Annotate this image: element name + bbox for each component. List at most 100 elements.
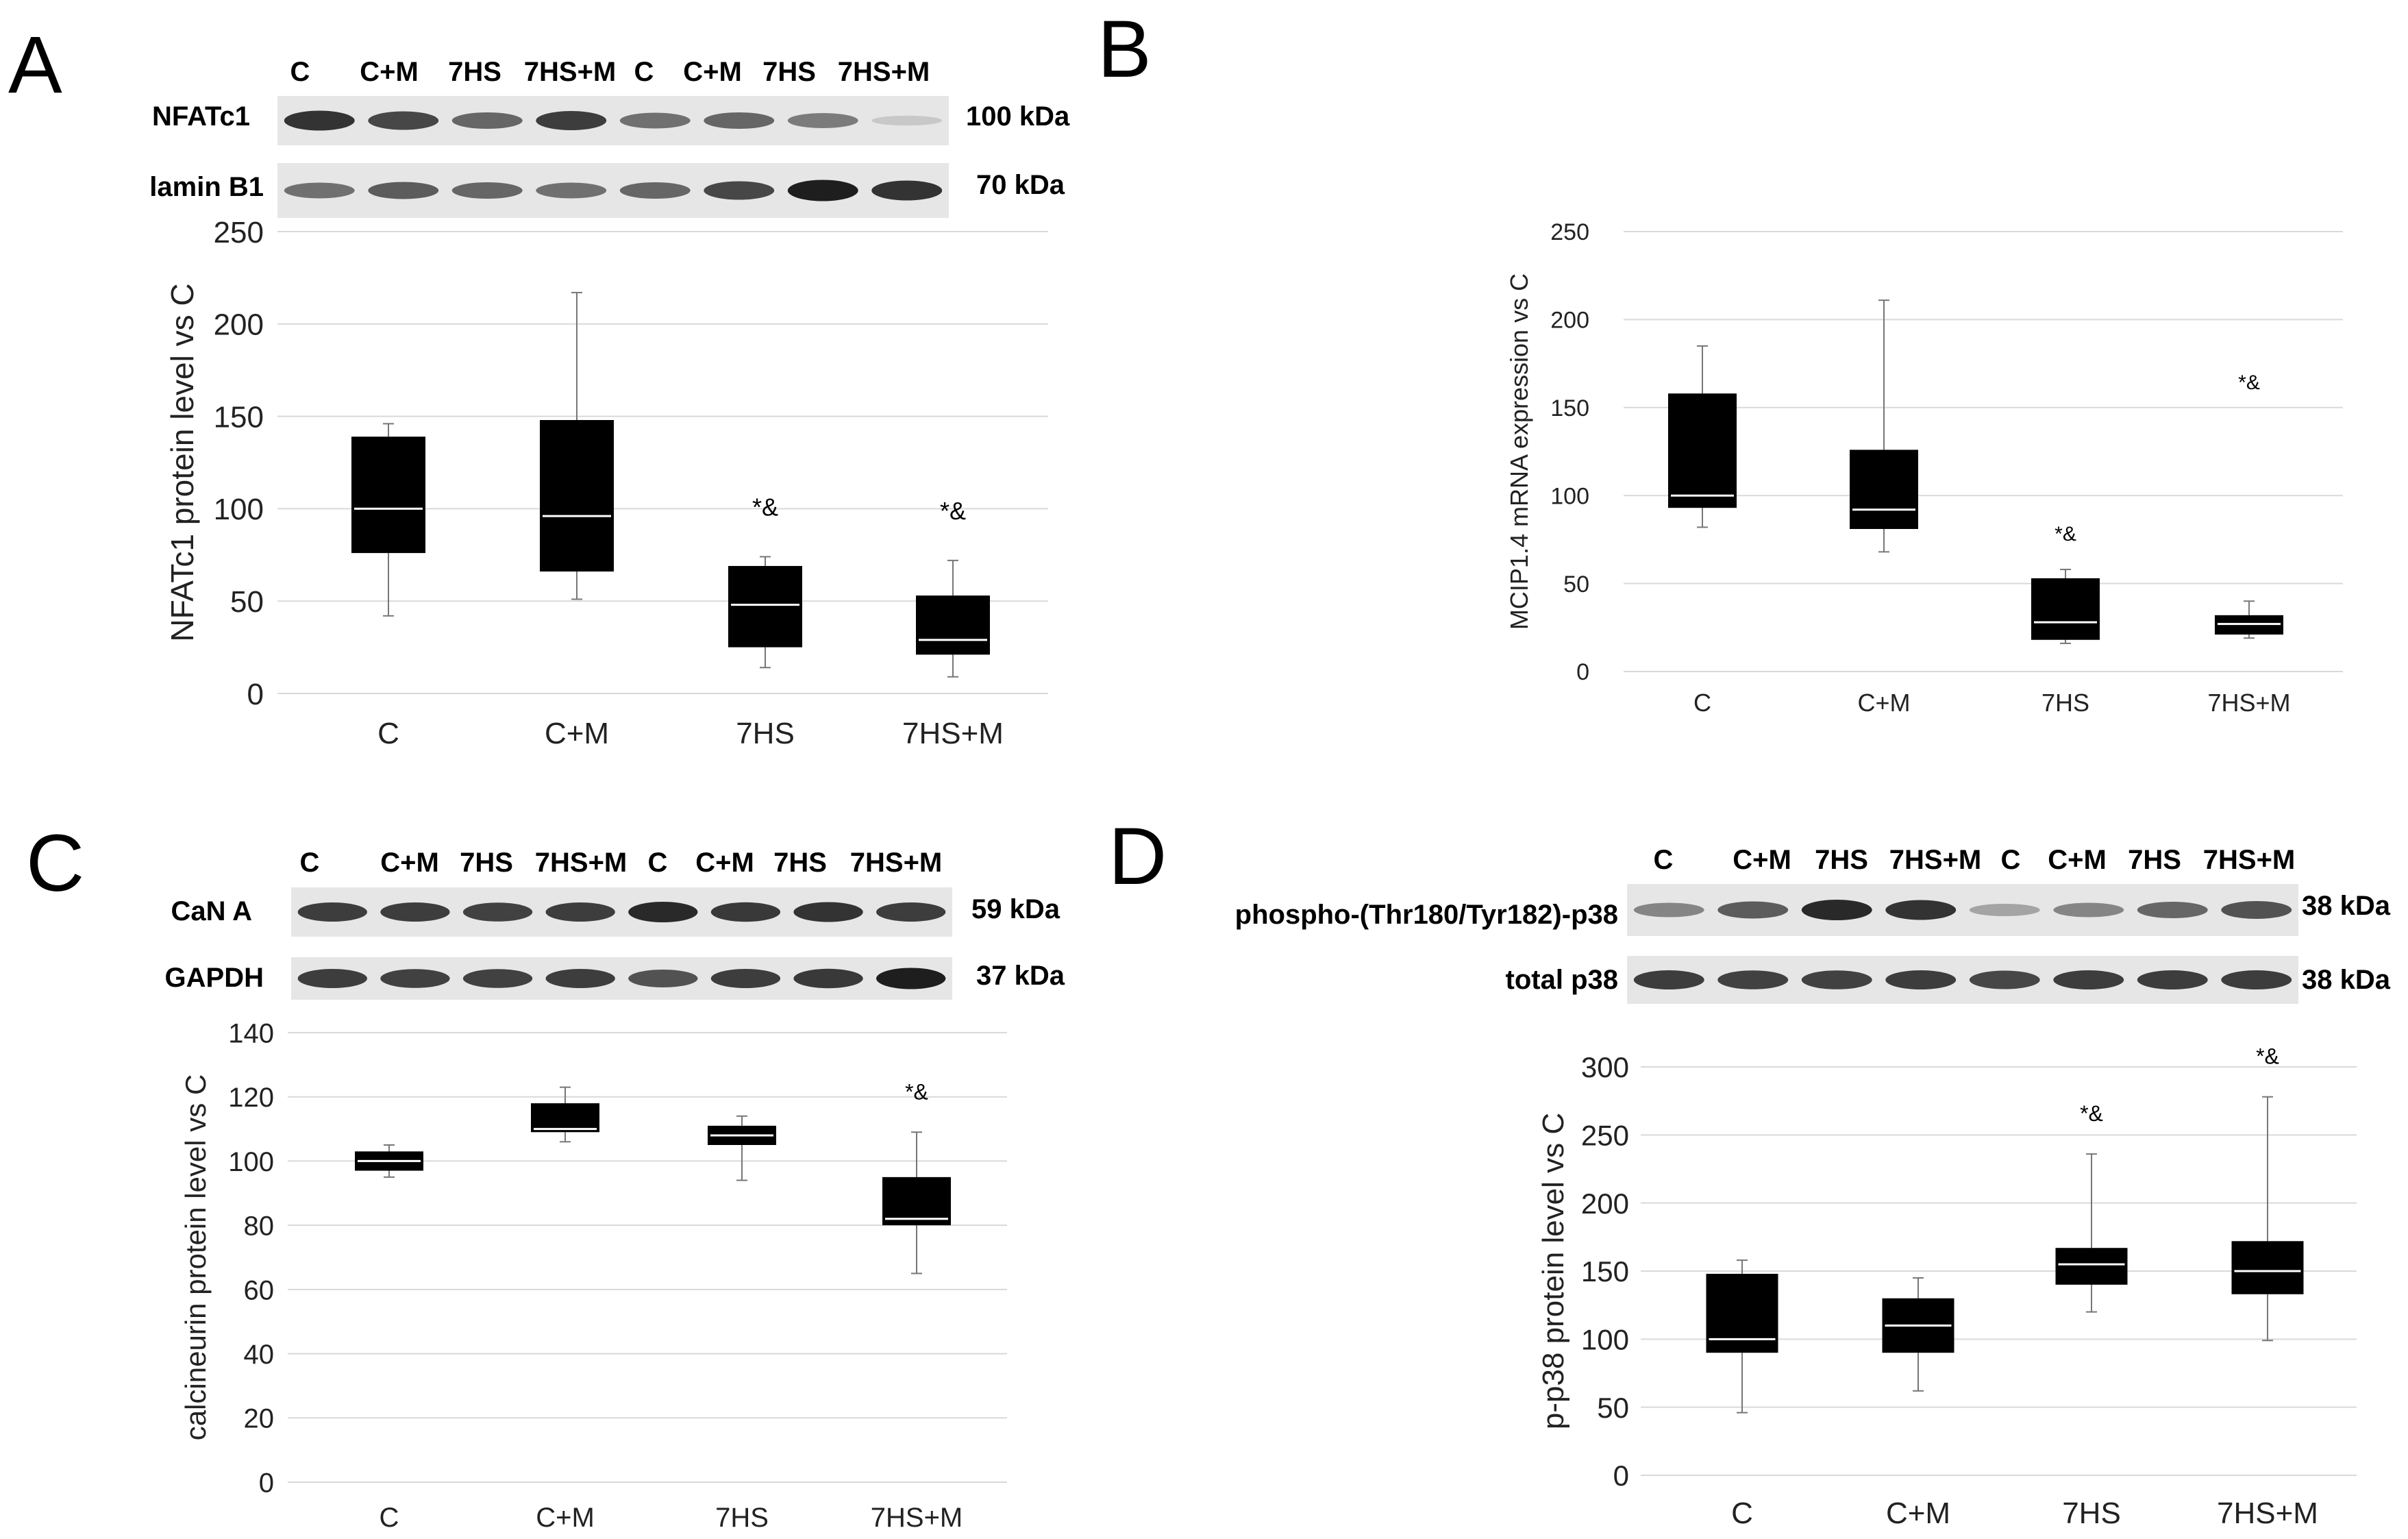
y-tick-label: 250 [1550, 219, 1589, 245]
y-axis-label: p-p38 protein level vs C [1537, 1113, 1570, 1429]
x-category-label: 7HS [2062, 1497, 2121, 1530]
box-iqr [882, 1177, 951, 1226]
blot-band [710, 969, 781, 988]
y-tick-label: 50 [1563, 571, 1589, 598]
blot-lane-label: C [300, 848, 320, 878]
blot-band [451, 182, 523, 199]
blot-row-label: total p38 [1506, 965, 1618, 995]
significance-annotation: *& [2238, 371, 2260, 394]
box-iqr [540, 419, 614, 572]
y-tick-label: 40 [244, 1340, 275, 1370]
blot-band [1969, 970, 2040, 989]
blot-band [1885, 900, 1957, 920]
blot-row-label: GAPDH [165, 963, 264, 993]
blot-lane-label: C+M [1733, 845, 1791, 875]
y-tick-label: 60 [244, 1275, 275, 1305]
box-iqr [2055, 1248, 2128, 1285]
significance-annotation: *& [2055, 523, 2076, 545]
box-iqr [351, 436, 425, 554]
blot-lane-label: 7HS+M [2203, 845, 2296, 875]
blot-band [462, 902, 533, 922]
blot-band [871, 115, 943, 126]
blot-kda-label: 70 kDa [976, 170, 1065, 200]
y-tick-label: 100 [228, 1147, 274, 1177]
significance-annotation: *& [940, 497, 966, 525]
x-category-label: 7HS+M [871, 1503, 963, 1533]
x-category-label: 7HS+M [2207, 689, 2290, 717]
blot-band [787, 180, 858, 201]
blot-lane-label: 7HS [460, 848, 513, 878]
x-category-label: C+M [545, 717, 609, 750]
blot-kda-label: 38 kDa [2302, 891, 2391, 921]
y-tick-label: 300 [1581, 1051, 1629, 1083]
y-tick-label: 0 [247, 678, 264, 711]
x-category-label: C+M [1857, 689, 1910, 717]
blot-band [545, 969, 615, 988]
box-chart-panel-d: 0 50 100 150 200 250 300 p-p38 protein level vs… [1537, 1044, 2357, 1530]
blot-band [1801, 970, 1872, 989]
blot-lane-label: C [634, 57, 654, 87]
x-category-label: 7HS+M [2217, 1497, 2318, 1530]
blot-kda-label: 38 kDa [2302, 965, 2391, 995]
blot-kda-label: 59 kDa [971, 894, 1060, 924]
blot-lane-label: 7HS+M [850, 848, 943, 878]
significance-annotation: *& [2080, 1101, 2103, 1126]
x-category-label: 7HS [2041, 689, 2089, 717]
blot-band [628, 902, 698, 922]
blot-lane-label: C [1654, 845, 1674, 875]
blot-band [2137, 902, 2208, 918]
blot-band [619, 112, 691, 129]
blot-lane-label: 7HS [448, 57, 501, 87]
y-axis-label: MCIP1.4 mRNA expression vs C [1505, 273, 1533, 630]
blot-row-label: phospho-(Thr180/Tyr182)-p38 [1235, 900, 1618, 930]
blot-band [1969, 904, 2040, 916]
y-axis-label: NFATc1 protein level vs C [164, 283, 200, 641]
box-iqr [916, 595, 990, 655]
box-iqr [1668, 393, 1737, 508]
x-category-label: C [1731, 1497, 1753, 1530]
y-tick-label: 20 [244, 1404, 275, 1434]
blot-band [368, 182, 439, 199]
blot-lane-label: C+M [683, 57, 742, 87]
blot-lane-label: 7HS+M [535, 848, 628, 878]
blot-band [462, 969, 533, 988]
blot-band [619, 182, 691, 199]
blot-kda-label: 100 kDa [966, 101, 1070, 132]
box-chart-panel-c: 0 20 40 60 80 100 120 140 calcineurin protein le… [179, 1018, 1007, 1533]
y-tick-label: 250 [214, 216, 264, 249]
blot-band [1633, 970, 1704, 989]
box-iqr [2031, 578, 2100, 640]
blot-band [787, 113, 858, 128]
box-iqr [2231, 1241, 2304, 1294]
y-tick-label: 150 [1581, 1255, 1629, 1288]
blot-row-label: CaN A [171, 896, 252, 926]
y-tick-label: 0 [259, 1468, 274, 1498]
panel-letter-d: D [1108, 811, 1167, 902]
box-iqr [1706, 1273, 1778, 1353]
y-tick-label: 80 [244, 1211, 275, 1242]
box-iqr [1850, 450, 1918, 529]
y-tick-label: 200 [1550, 308, 1589, 334]
box-chart-panel-b: 0 50 100 150 200 250 MCIP1.4 mRNA expression v… [1505, 219, 2343, 717]
blot-band [1633, 902, 1704, 918]
y-tick-label: 0 [1576, 659, 1589, 685]
blot-band [284, 110, 355, 131]
blot-band [1801, 900, 1872, 920]
blot-kda-label: 37 kDa [976, 961, 1065, 991]
blot-lane-label: 7HS [2128, 845, 2181, 875]
blot-band [876, 902, 946, 922]
panel-letter-a: A [8, 20, 62, 110]
blot-band [536, 182, 607, 199]
blot-lane-label: C+M [360, 57, 419, 87]
blot-band [710, 902, 781, 922]
x-category-label: 7HS [715, 1503, 769, 1533]
blot-lane-label: 7HS+M [524, 57, 617, 87]
blot-band [704, 181, 775, 200]
y-tick-label: 100 [214, 493, 264, 526]
blot-lane-label: 7HS [1815, 845, 1868, 875]
blot-lane-label: 7HS+M [1889, 845, 1982, 875]
y-tick-label: 50 [230, 585, 264, 619]
x-category-label: C+M [1886, 1497, 1950, 1530]
y-tick-label: 250 [1581, 1119, 1629, 1151]
